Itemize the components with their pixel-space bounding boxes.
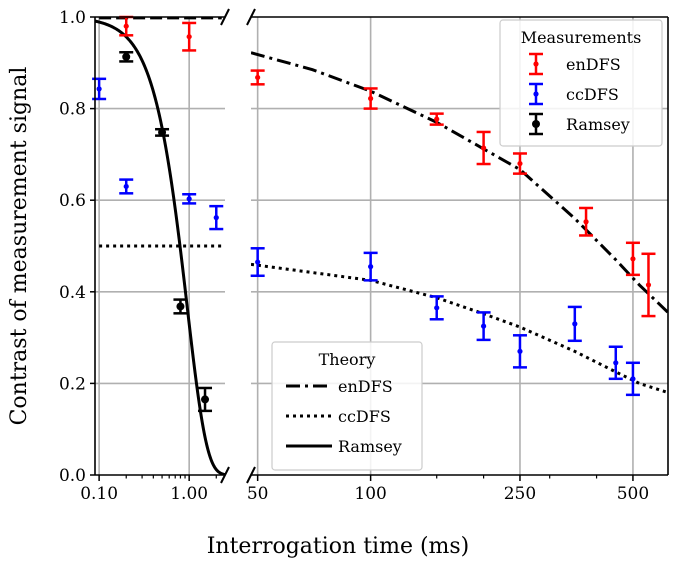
theory-curve-endfs [251,51,668,314]
axis-break-mark [246,466,256,484]
axis-break-mark [246,8,256,26]
x-axis-title: Interrogation time (ms) [207,534,470,559]
marker [434,116,440,122]
marker [645,282,652,288]
data-point-ccdfs [567,305,582,343]
x-tick-label: 50 [247,484,269,504]
axis-break-mark [220,8,230,26]
data-point-endfs [250,69,265,86]
legend-marker-dot [532,120,540,128]
data-point-ramsey [173,298,188,315]
legend-marker-dot [533,91,539,97]
y-tick-label: 0.8 [59,100,86,120]
legend-title: Theory [319,350,376,369]
marker [122,52,131,61]
marker [255,259,261,265]
y-tick-label: 0.6 [59,191,86,211]
data-point-ccdfs [363,251,378,282]
marker [480,145,487,151]
marker [583,219,589,225]
data-point-ramsey [155,127,170,137]
marker [630,256,636,262]
data-point-ccdfs [512,334,527,369]
marker [517,348,523,354]
marker [96,86,102,92]
marker [368,264,374,270]
measurements [92,15,656,413]
legend-label: enDFS [566,55,621,74]
y-tick-label: 0.0 [59,466,86,486]
marker [123,23,129,29]
data-point-endfs [476,130,491,166]
y-tick-label: 0.2 [59,374,86,394]
legend-box [271,341,423,471]
x-tick-label: 500 [617,484,649,504]
x-tick-label: 100 [354,484,386,504]
marker [213,215,219,221]
marker [123,183,129,190]
legend-label: enDFS [338,377,393,396]
legend-label: ccDFS [566,85,619,104]
data-point-endfs [579,206,594,237]
measurements-legend: Measurements enDFS ccDFS Ramsey [499,19,663,147]
data-point-ramsey [198,386,213,413]
marker [613,360,619,366]
data-point-ccdfs [429,295,444,321]
marker [186,34,192,40]
data-point-ccdfs [625,361,640,397]
axis-break-mark [220,466,230,484]
data-point-ccdfs [119,178,134,195]
marker [517,160,523,167]
data-point-ccdfs [250,247,265,278]
y-axis-title: Contrast of measurement signal [7,67,32,426]
data-point-endfs [512,152,527,175]
y-tick-label: 1.0 [59,8,86,28]
data-point-ccdfs [476,311,491,342]
marker [186,196,192,202]
data-point-endfs [641,252,656,318]
marker [255,74,261,81]
marker [158,128,167,137]
data-point-ramsey [119,51,134,63]
data-point-endfs [429,112,444,126]
marker [434,305,440,311]
x-tick-label: 250 [504,484,536,504]
x-tick-label: 0.10 [80,484,118,504]
legend-marker-dot [533,61,539,67]
marker [630,376,636,382]
data-point-endfs [625,241,640,277]
legend-label: ccDFS [338,407,391,426]
legend-label: Ramsey [566,115,630,134]
data-point-ccdfs [182,192,197,205]
data-point-endfs [182,21,197,52]
theory-curve-ramsey [95,19,225,475]
legend-label: Ramsey [338,437,402,456]
axes-frame [90,8,669,484]
data-point-ccdfs [608,345,623,381]
y-tick-label: 0.4 [59,283,86,303]
marker [368,95,374,102]
marker [201,395,210,404]
x-tick-label: 1.00 [170,484,208,504]
marker [480,323,487,329]
data-point-ccdfs [209,204,224,231]
legend-title: Measurements [521,28,642,47]
marker [176,302,185,311]
data-point-endfs [363,87,378,110]
tick-labels: 0.0 0.2 0.4 0.6 0.8 1.0 0.10 1.00 50 100 250 500 [59,8,649,504]
theory-legend: Theory enDFS ccDFS Ramsey [271,341,423,471]
marker [572,321,578,327]
